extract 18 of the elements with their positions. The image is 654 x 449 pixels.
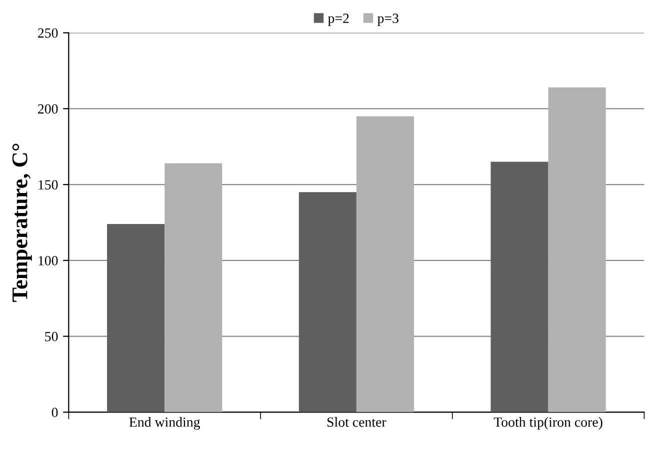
- y-tick-label: 250: [38, 28, 58, 38]
- x-tick-label: End winding: [129, 417, 200, 430]
- bar: [164, 163, 222, 412]
- legend-label: p=3: [377, 14, 398, 26]
- bar: [298, 192, 356, 412]
- bar: [107, 224, 165, 412]
- bar: [356, 116, 414, 412]
- y-axis-title: Temperature, C°: [12, 144, 32, 302]
- y-tick-label: 150: [38, 180, 58, 190]
- bar: [490, 162, 548, 412]
- y-tick-label: 200: [38, 104, 58, 114]
- x-tick-label: Slot center: [327, 417, 386, 427]
- legend-label: p=2: [328, 14, 349, 26]
- y-tick-label: 50: [45, 332, 58, 342]
- bar: [548, 87, 606, 412]
- y-tick-label: 100: [38, 256, 58, 266]
- x-tick-label: Tooth tip(iron core): [494, 417, 602, 430]
- y-tick-label: 0: [52, 408, 58, 418]
